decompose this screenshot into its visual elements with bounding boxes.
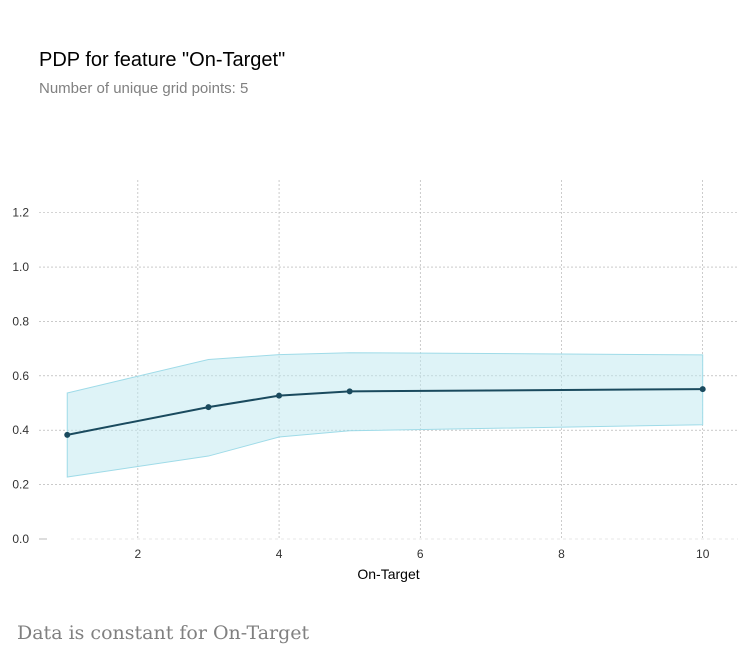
- y-tick-label: 1.2: [12, 206, 29, 220]
- pdp-point: [346, 388, 353, 395]
- chart-subtitle: Number of unique grid points: 5: [39, 80, 249, 97]
- constant-data-note: Data is constant for On-Target: [17, 622, 310, 644]
- pdp-point: [64, 431, 71, 438]
- x-axis-ticks: 2 4 6 8 10: [135, 547, 710, 561]
- series-group: [64, 386, 706, 438]
- pdp-point: [699, 386, 706, 393]
- y-axis-ticks: 0.0 0.2 0.4 0.6 0.8 1.0 1.2: [12, 206, 29, 546]
- y-tick-label: 0.4: [12, 423, 29, 437]
- y-tick-label: 0.8: [12, 314, 29, 328]
- confidence-band: [66, 352, 704, 478]
- confidence-band-group: [66, 352, 704, 478]
- x-tick-label: 6: [417, 547, 424, 561]
- y-tick-label: 0.2: [12, 478, 29, 492]
- x-tick-label: 8: [558, 547, 565, 561]
- x-tick-label: 10: [696, 547, 710, 561]
- pdp-point: [276, 392, 283, 399]
- y-tick-label: 0.0: [12, 532, 29, 546]
- pdp-point: [205, 404, 212, 411]
- y-tick-label: 1.0: [12, 260, 29, 274]
- chart-title: PDP for feature "On-Target": [39, 49, 286, 71]
- y-tick-label: 0.6: [12, 369, 29, 383]
- x-tick-label: 4: [276, 547, 283, 561]
- x-axis-label: On-Target: [357, 566, 419, 582]
- x-tick-label: 2: [135, 547, 142, 561]
